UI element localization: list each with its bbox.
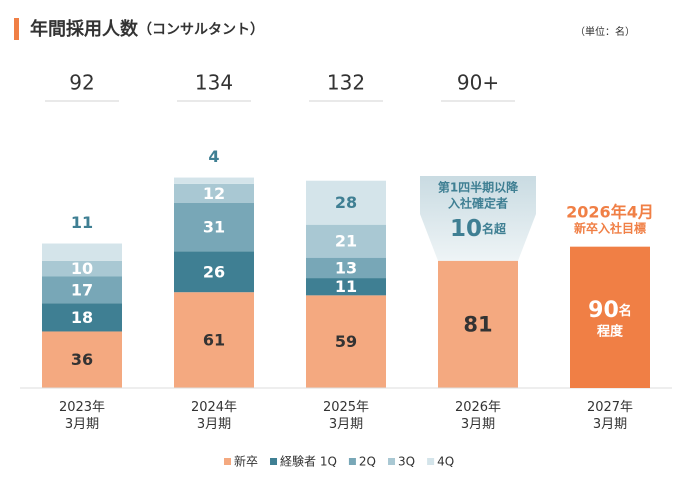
x-tick-label: 2027年 3月期 xyxy=(587,400,633,432)
total-label: 132 xyxy=(327,71,365,95)
total-label: 90+ xyxy=(457,71,499,95)
target-title: 2026年4月 xyxy=(566,203,654,222)
annotation-value: 10名超 xyxy=(450,216,507,242)
x-tick-label: 2026年 3月期 xyxy=(455,400,501,432)
value-label: 61 xyxy=(203,331,225,350)
value-label: 31 xyxy=(203,218,225,237)
target-value: 90名 xyxy=(588,298,632,323)
bar-segment xyxy=(174,177,254,184)
annotation-number: 10 xyxy=(450,216,482,242)
target-unit: 名 xyxy=(619,303,632,319)
bar-segment xyxy=(174,251,254,293)
bar-segment xyxy=(438,260,518,388)
bar-segment xyxy=(306,224,386,258)
legend-label: 3Q xyxy=(398,455,415,469)
annotation-text: 入社確定者 xyxy=(448,196,508,211)
bar-segment xyxy=(42,331,122,388)
target-number: 90 xyxy=(588,298,619,323)
value-label: 36 xyxy=(71,350,93,369)
bar-segment xyxy=(306,295,386,388)
bar-segment xyxy=(42,243,122,261)
total-label: 92 xyxy=(69,71,94,95)
value-label: 11 xyxy=(335,277,357,296)
x-tick-label: 2025年 3月期 xyxy=(323,400,369,432)
bar-segment xyxy=(174,292,254,388)
legend-swatch xyxy=(388,458,396,465)
legend-swatch xyxy=(224,458,231,465)
x-tick-label: 2024年 3月期 xyxy=(191,400,237,432)
annotation-funnel xyxy=(420,176,536,261)
target-bar xyxy=(570,246,650,388)
bar-segment xyxy=(174,202,254,252)
legend-label: 経験者 1Q xyxy=(280,454,337,469)
bar-segment xyxy=(42,276,122,304)
annotation-unit: 名超 xyxy=(482,221,507,236)
title-main: 年間採用人数 xyxy=(30,18,139,40)
value-label: 26 xyxy=(203,262,225,281)
title-accent xyxy=(14,18,19,40)
title-sub: （コンサルタント） xyxy=(138,22,264,38)
value-label: 4 xyxy=(208,147,219,166)
value-label: 11 xyxy=(71,213,93,232)
legend-label: 4Q xyxy=(437,455,454,469)
legend-swatch xyxy=(270,458,278,465)
bar-segment xyxy=(42,260,122,277)
total-label: 134 xyxy=(195,71,233,95)
value-label: 28 xyxy=(335,193,357,212)
legend-swatch xyxy=(348,458,356,465)
value-label: 13 xyxy=(335,258,357,277)
x-tick-label: 2023年 3月期 xyxy=(59,400,105,432)
value-label: 10 xyxy=(71,259,93,278)
bar-segment xyxy=(306,257,386,279)
unit-note: （単位：名） xyxy=(575,25,635,38)
value-label: 81 xyxy=(463,312,492,336)
target-subtitle: 新卒入社目標 xyxy=(574,221,646,236)
bar-segment xyxy=(174,183,254,203)
bar-segment xyxy=(42,303,122,332)
legend-label: 2Q xyxy=(359,455,376,469)
bar-segment xyxy=(306,278,386,296)
target-note: 程度 xyxy=(597,324,624,340)
annotation-text: 第1四半期以降 xyxy=(438,180,519,195)
value-label: 59 xyxy=(335,332,357,351)
legend-label: 新卒 xyxy=(234,454,258,469)
legend-swatch xyxy=(427,458,435,465)
value-label: 18 xyxy=(71,308,93,327)
value-label: 17 xyxy=(71,280,93,299)
value-label: 12 xyxy=(203,184,225,203)
value-label: 21 xyxy=(335,232,357,251)
chart-title: 年間採用人数（コンサルタント） xyxy=(30,18,264,40)
bar-segment xyxy=(306,180,386,225)
